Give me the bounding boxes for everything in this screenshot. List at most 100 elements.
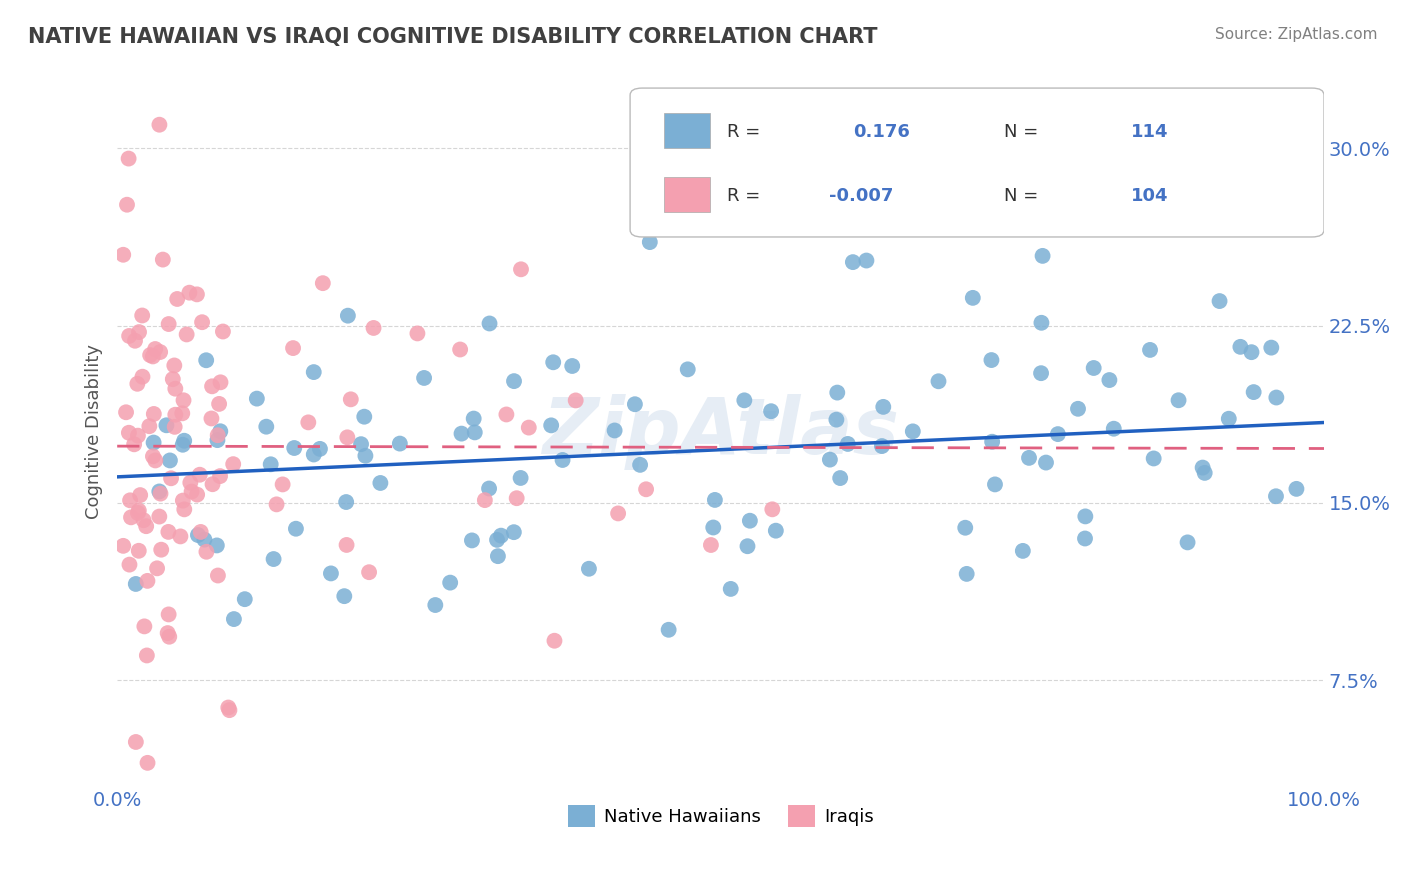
Text: R =: R = [727, 123, 759, 141]
Native Hawaiians [1102, 422, 1125, 436]
Iraqis [112, 539, 135, 553]
Iraqis [124, 334, 146, 348]
Iraqis [118, 329, 141, 343]
Iraqis [118, 558, 141, 572]
Iraqis [136, 756, 159, 770]
Iraqis [157, 630, 180, 644]
Native Hawaiians [1194, 466, 1216, 480]
Native Hawaiians [759, 404, 782, 418]
Text: 114: 114 [1130, 123, 1168, 141]
Native Hawaiians [1177, 535, 1199, 549]
Iraqis [173, 393, 195, 408]
Iraqis [207, 568, 229, 582]
Native Hawaiians [1167, 393, 1189, 408]
Iraqis [139, 348, 162, 362]
Native Hawaiians [1208, 294, 1230, 309]
Native Hawaiians [353, 409, 375, 424]
Iraqis [165, 408, 187, 422]
Iraqis [127, 376, 149, 391]
Native Hawaiians [827, 385, 849, 400]
Native Hawaiians [540, 418, 562, 433]
Native Hawaiians [1191, 460, 1213, 475]
Native Hawaiians [737, 539, 759, 553]
Native Hawaiians [638, 235, 661, 249]
Iraqis [636, 483, 658, 497]
Iraqis [188, 467, 211, 482]
Native Hawaiians [1260, 341, 1282, 355]
Iraqis [125, 735, 148, 749]
Native Hawaiians [333, 589, 356, 603]
Native Hawaiians [628, 458, 651, 472]
Iraqis [505, 491, 527, 506]
Iraqis [127, 506, 149, 520]
Native Hawaiians [1011, 544, 1033, 558]
Native Hawaiians [260, 458, 283, 472]
Native Hawaiians [870, 439, 893, 453]
Native Hawaiians [720, 582, 742, 596]
Native Hawaiians [263, 552, 285, 566]
Iraqis [340, 392, 363, 407]
Iraqis [266, 497, 288, 511]
Text: R =: R = [727, 186, 759, 205]
Native Hawaiians [1265, 391, 1288, 405]
Iraqis [209, 469, 232, 483]
Iraqis [700, 538, 723, 552]
Iraqis [186, 487, 208, 501]
Native Hawaiians [425, 598, 447, 612]
Native Hawaiians [842, 255, 865, 269]
Native Hawaiians [125, 577, 148, 591]
Iraqis [149, 345, 172, 359]
Iraqis [142, 350, 165, 364]
Iraqis [115, 405, 138, 419]
Native Hawaiians [503, 374, 526, 388]
Iraqis [132, 513, 155, 527]
Native Hawaiians [1032, 249, 1054, 263]
Iraqis [142, 450, 165, 464]
Iraqis [222, 457, 245, 471]
Iraqis [172, 493, 194, 508]
Native Hawaiians [1285, 482, 1308, 496]
Native Hawaiians [855, 253, 877, 268]
Native Hawaiians [148, 484, 170, 499]
Native Hawaiians [541, 355, 564, 369]
Iraqis [281, 341, 304, 355]
Native Hawaiians [1035, 456, 1057, 470]
FancyBboxPatch shape [630, 88, 1324, 237]
Iraqis [474, 493, 496, 508]
Iraqis [157, 317, 180, 331]
Iraqis [157, 607, 180, 622]
Text: 0.176: 0.176 [853, 123, 910, 141]
Native Hawaiians [765, 524, 787, 538]
Iraqis [179, 285, 201, 300]
Iraqis [176, 327, 198, 342]
Text: N =: N = [1004, 123, 1039, 141]
Text: ZipAtlas: ZipAtlas [543, 394, 898, 470]
Native Hawaiians [413, 371, 436, 385]
Native Hawaiians [463, 411, 485, 425]
Native Hawaiians [984, 477, 1007, 491]
Native Hawaiians [172, 438, 194, 452]
Iraqis [510, 262, 533, 277]
Native Hawaiians [486, 533, 509, 547]
Native Hawaiians [981, 434, 1004, 449]
Native Hawaiians [335, 495, 357, 509]
Native Hawaiians [1243, 385, 1265, 400]
Native Hawaiians [1046, 427, 1069, 442]
Native Hawaiians [155, 418, 177, 433]
Native Hawaiians [222, 612, 245, 626]
Native Hawaiians [1083, 361, 1105, 376]
Native Hawaiians [233, 592, 256, 607]
Native Hawaiians [246, 392, 269, 406]
Native Hawaiians [725, 205, 748, 219]
Iraqis [173, 502, 195, 516]
Native Hawaiians [489, 529, 512, 543]
Native Hawaiians [603, 424, 626, 438]
Iraqis [128, 543, 150, 558]
Iraqis [195, 545, 218, 559]
Iraqis [162, 372, 184, 386]
Iraqis [128, 325, 150, 339]
Iraqis [212, 325, 235, 339]
Native Hawaiians [1074, 532, 1097, 546]
Iraqis [201, 477, 224, 491]
Iraqis [449, 343, 471, 357]
